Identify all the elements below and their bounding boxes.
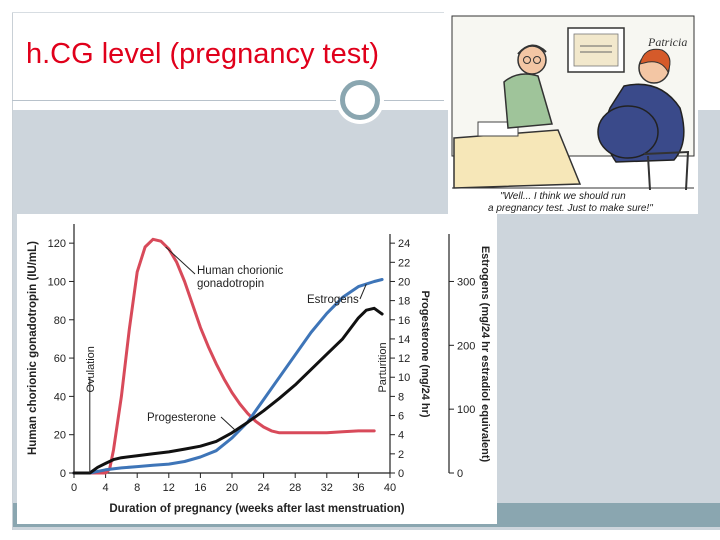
progesterone-axis-tick-label: 0: [398, 468, 404, 480]
divider-circle-ornament: [340, 80, 380, 120]
x-axis-tick-label: 36: [352, 482, 364, 494]
progesterone-axis-tick-label: 18: [398, 296, 410, 308]
left-axis-tick-label: 0: [60, 468, 66, 480]
progesterone-axis-tick-label: 16: [398, 315, 410, 327]
x-axis-tick-label: 24: [257, 482, 269, 494]
cartoon-image: Patricia "Well... I think we should run …: [448, 12, 698, 214]
progesterone-axis-tick-label: 6: [398, 411, 404, 423]
series-line-progesterone: [72, 306, 384, 475]
left-axis-tick-label: 100: [48, 276, 66, 288]
estrogens-axis-title: Estrogens (mg/24 hr estradiol equivalent…: [479, 246, 491, 463]
cartoon-signature: Patricia: [647, 35, 687, 49]
x-axis-tick-label: 16: [194, 482, 206, 494]
progesterone-axis-tick-label: 2: [398, 449, 404, 461]
estrogens-label: Estrogens: [307, 294, 359, 306]
x-axis-tick-label: 32: [321, 482, 333, 494]
left-rule: [12, 12, 13, 530]
progesterone-axis-title: Progesterone (mg/24 hr): [419, 290, 431, 417]
parturition-label: Parturition: [377, 342, 389, 392]
left-axis-tick-label: 60: [54, 353, 66, 365]
x-axis-tick-label: 12: [163, 482, 175, 494]
progesterone-axis-tick-label: 8: [398, 391, 404, 403]
progesterone-label: Progesterone: [147, 412, 216, 424]
progesterone-axis-tick-label: 22: [398, 257, 410, 269]
estrogens-axis-tick-label: 100: [457, 404, 475, 416]
x-axis-tick-label: 4: [103, 482, 109, 494]
left-axis-title: Human chorionic gonadotropin (IU/mL): [27, 241, 39, 455]
title-divider: [12, 100, 444, 101]
x-axis-title: Duration of pregnancy (weeks after last …: [109, 503, 404, 515]
slide-title: h.CG level (pregnancy test): [26, 38, 379, 70]
progesterone-axis-tick-label: 10: [398, 372, 410, 384]
hcg-leader-line: [165, 246, 196, 275]
left-axis-tick-label: 80: [54, 315, 66, 327]
x-axis-tick-label: 0: [71, 482, 77, 494]
cartoon-drawing: Patricia "Well... I think we should run …: [448, 12, 698, 214]
x-axis-tick-label: 8: [134, 482, 140, 494]
x-axis-tick-label: 40: [384, 482, 396, 494]
left-axis-tick-label: 120: [48, 238, 66, 250]
estrogens-axis-tick-label: 0: [457, 468, 463, 480]
progesterone-axis-tick-label: 20: [398, 276, 410, 288]
hcg-label-line2: gonadotropin: [197, 278, 264, 290]
left-axis-tick-label: 40: [54, 391, 66, 403]
progesterone-axis-tick-label: 24: [398, 238, 410, 250]
x-axis-tick-label: 20: [226, 482, 238, 494]
ovulation-label: Ovulation: [85, 346, 97, 392]
estrogens-axis-tick-label: 300: [457, 276, 475, 288]
progesterone-axis-tick-label: 4: [398, 430, 404, 442]
top-rule: [12, 12, 444, 13]
x-axis-tick-label: 28: [289, 482, 301, 494]
hcg-label-line1: Human chorionic: [197, 265, 284, 277]
estrogens-leader-line: [359, 283, 367, 300]
estrogens-axis-tick-label: 200: [457, 340, 475, 352]
left-axis-tick-label: 20: [54, 430, 66, 442]
cartoon-caption-line2: a pregnancy test. Just to make sure!": [488, 203, 653, 214]
cartoon-caption-line1: "Well... I think we should run: [500, 191, 626, 202]
series-line-human-chorionic-gonadotropin: [72, 237, 376, 475]
progesterone-leader-line: [220, 416, 237, 432]
series-line-estrogens: [72, 278, 384, 475]
hormone-chart: 0 20 40 60 80 100 120 0 4 8 12 16 20 24 28 32 36 40 0 2 4 6 8 1…: [17, 214, 497, 524]
progesterone-axis-tick-label: 14: [398, 334, 410, 346]
progesterone-axis-tick-label: 12: [398, 353, 410, 365]
